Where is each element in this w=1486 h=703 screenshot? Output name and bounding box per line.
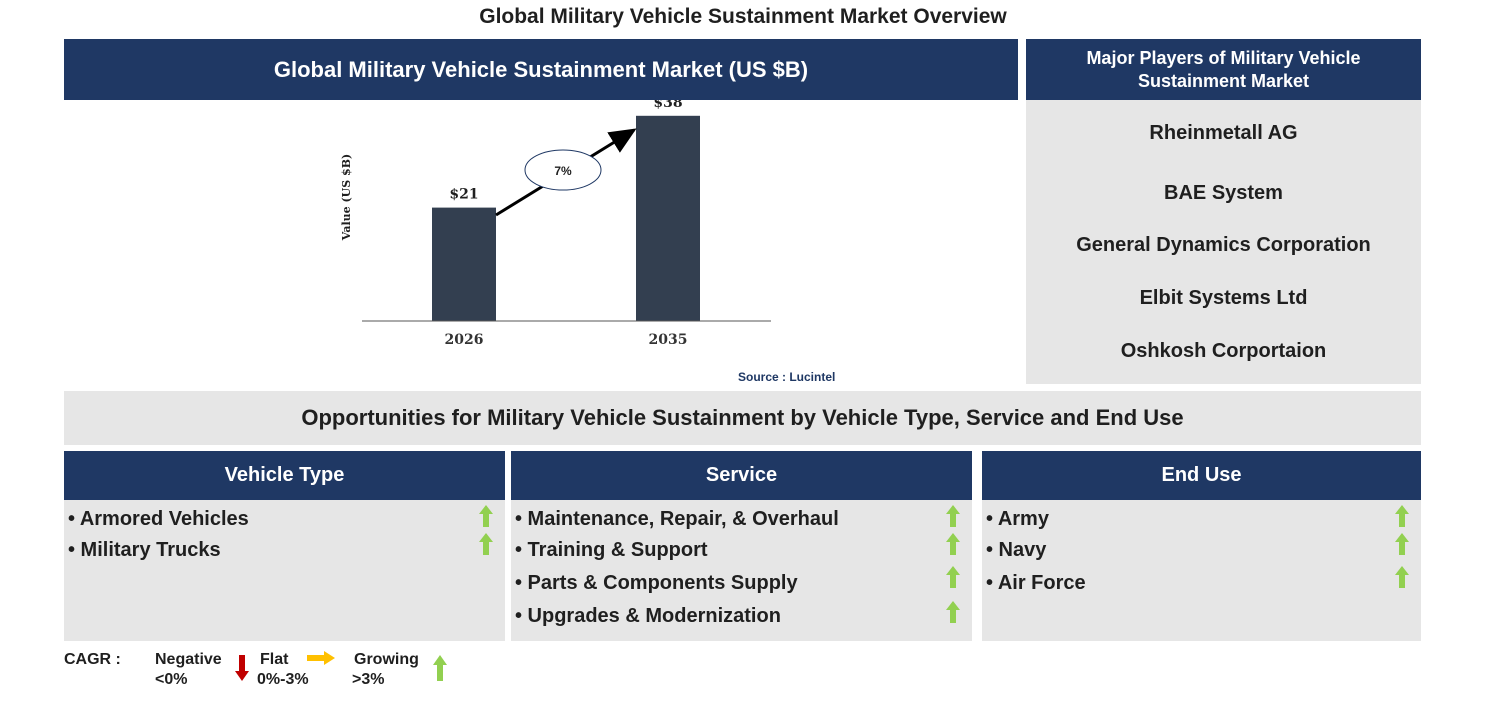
service-header: Service <box>511 451 972 500</box>
opportunities-title: Opportunities for Military Vehicle Susta… <box>64 391 1421 445</box>
segment-item: • Maintenance, Repair, & Overhaul <box>515 508 839 530</box>
player-item: General Dynamics Corporation <box>1076 234 1371 256</box>
negative-arrow-icon <box>235 655 249 681</box>
players-panel: Rheinmetall AG BAE System General Dynami… <box>1026 100 1421 384</box>
end-use-header: End Use <box>982 451 1421 500</box>
segment-item: • Upgrades & Modernization <box>515 605 781 627</box>
growing-arrow-icon <box>1395 533 1409 555</box>
vehicle-type-header: Vehicle Type <box>64 451 505 500</box>
growing-arrow-icon <box>1395 505 1409 527</box>
legend-flat-label: Flat <box>260 651 289 668</box>
segment-item: • Military Trucks <box>68 539 221 561</box>
growing-arrow-icon <box>946 601 960 623</box>
player-item: Rheinmetall AG <box>1149 122 1298 144</box>
legend-negative-label: Negative <box>155 651 222 668</box>
x-tick-label: 2026 <box>445 332 484 348</box>
y-axis-label: Value (US $B) <box>340 154 353 241</box>
player-item: Oshkosh Corportaion <box>1120 340 1327 362</box>
growing-arrow-icon <box>479 533 493 555</box>
legend-growing-label: Growing <box>354 651 419 668</box>
players-header: Major Players of Military Vehicle Sustai… <box>1026 39 1421 100</box>
cagr-legend: CAGR : Negative <0% Flat 0%-3% Growing >… <box>64 650 564 700</box>
vehicle-type-panel: • Armored Vehicles • Military Trucks <box>64 500 505 641</box>
segment-item: • Air Force <box>986 572 1086 594</box>
cagr-label: 7% <box>554 164 572 178</box>
legend-flat-range: 0%-3% <box>257 671 309 688</box>
bar-chart: Value (US $B) $21 2026 $38 2035 7% <box>340 100 771 348</box>
x-tick-label: 2035 <box>649 332 688 348</box>
legend-cagr-label: CAGR : <box>64 651 121 668</box>
segment-item: • Army <box>986 508 1049 530</box>
segment-item: • Armored Vehicles <box>68 508 249 530</box>
cagr-bubble <box>524 149 602 191</box>
source-note: Source : Lucintel <box>738 370 836 384</box>
legend-negative-range: <0% <box>155 671 188 688</box>
growing-arrow-icon <box>479 505 493 527</box>
bar-value-label: $21 <box>449 187 478 203</box>
flat-arrow-icon <box>307 651 335 665</box>
growing-arrow-icon <box>946 505 960 527</box>
growing-arrow-icon <box>946 566 960 588</box>
page-title: Global Military Vehicle Sustainment Mark… <box>479 5 1007 28</box>
segment-item: • Parts & Components Supply <box>515 572 798 594</box>
bar-2026 <box>432 207 496 321</box>
player-item: Elbit Systems Ltd <box>1139 287 1308 309</box>
growing-arrow-icon <box>946 533 960 555</box>
end-use-panel: • Army • Navy • Air Force <box>982 500 1421 641</box>
legend-growing-range: >3% <box>352 671 385 688</box>
player-item: BAE System <box>1164 182 1283 204</box>
segment-item: • Training & Support <box>515 539 708 561</box>
bar-value-label: $38 <box>653 100 682 111</box>
chart-header: Global Military Vehicle Sustainment Mark… <box>64 39 1018 100</box>
growing-arrow-icon <box>1395 566 1409 588</box>
service-panel: • Maintenance, Repair, & Overhaul • Trai… <box>511 500 972 641</box>
growing-arrow-icon <box>433 655 447 681</box>
bar-2035 <box>636 115 700 321</box>
segment-item: • Navy <box>986 539 1047 561</box>
